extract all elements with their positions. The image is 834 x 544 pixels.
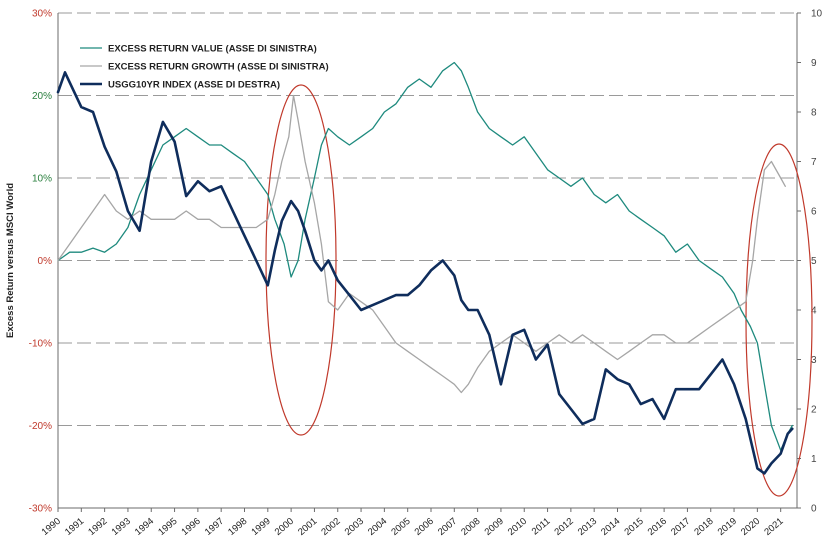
x-tick-label-24: 2014	[599, 516, 622, 538]
right-tick-label-1: 1	[811, 454, 817, 465]
x-tick-label-30: 2020	[739, 516, 762, 538]
series-lines	[56, 61, 794, 475]
x-tick-label-7: 1997	[203, 516, 226, 538]
legend-label-0: EXCESS RETURN VALUE (ASSE DI SINISTRA)	[108, 44, 317, 55]
series-line-1	[57, 94, 786, 394]
right-tick-label-6: 6	[811, 207, 817, 218]
x-tick-label-3: 1993	[110, 516, 133, 538]
x-tick-label-1: 1991	[63, 516, 86, 538]
x-tick-label-26: 2016	[646, 516, 669, 538]
x-tick-label-15: 2005	[389, 516, 412, 538]
legend: EXCESS RETURN VALUE (ASSE DI SINISTRA) EX…	[80, 44, 329, 91]
series-line-2	[56, 71, 794, 475]
right-tick-label-9: 9	[811, 58, 817, 69]
x-tick-label-9: 1999	[249, 516, 272, 538]
x-tick-label-4: 1994	[133, 516, 156, 538]
right-tick-label-2: 2	[811, 405, 817, 416]
x-tick-label-11: 2001	[296, 516, 319, 538]
right-tick-label-4: 4	[811, 306, 817, 317]
x-tick-label-0: 1990	[40, 516, 63, 538]
left-tick-label-0: 30%	[32, 9, 52, 20]
x-tick-label-2: 1992	[86, 516, 109, 538]
right-tick-label-5: 5	[811, 256, 817, 267]
x-tick-label-31: 2021	[762, 516, 785, 538]
highlight-ellipses	[265, 84, 813, 497]
x-tick-label-14: 2004	[366, 516, 389, 538]
legend-label-2: USGG10YR INDEX (ASSE DI DESTRA)	[108, 80, 280, 91]
legend-label-1: EXCESS RETURN GROWTH (ASSE DI SINISTRA)	[108, 62, 329, 73]
left-tick-label-3: 0%	[38, 256, 53, 267]
x-tick-label-12: 2002	[319, 516, 342, 538]
x-tick-label-8: 1998	[226, 516, 249, 538]
left-tick-label-6: -30%	[29, 504, 52, 515]
right-tick-label-10: 10	[811, 9, 823, 20]
x-tick-label-25: 2015	[622, 516, 645, 538]
right-tick-label-8: 8	[811, 108, 817, 119]
x-tick-label-20: 2010	[506, 516, 529, 538]
y-axis-label: Excess Return versus MSCI World	[5, 183, 16, 338]
x-tick-label-23: 2013	[576, 516, 599, 538]
left-tick-label-4: -10%	[29, 339, 52, 350]
x-tick-label-28: 2018	[692, 516, 715, 538]
x-tick-label-13: 2003	[343, 516, 366, 538]
x-tick-label-17: 2007	[436, 516, 459, 538]
highlight-ellipse-2020	[745, 143, 813, 497]
right-tick-label-3: 3	[811, 355, 817, 366]
right-tick-label-0: 0	[811, 504, 817, 515]
left-tick-label-5: -20%	[29, 421, 52, 432]
x-tick-label-29: 2019	[716, 516, 739, 538]
highlight-ellipse-2000	[265, 84, 337, 436]
x-tick-label-10: 2000	[273, 516, 296, 538]
x-tick-label-27: 2017	[669, 516, 692, 538]
x-tick-label-16: 2006	[413, 516, 436, 538]
left-tick-label-1: 20%	[32, 91, 52, 102]
left-tick-label-2: 10%	[32, 174, 52, 185]
x-tick-label-22: 2012	[553, 516, 576, 538]
x-tick-label-18: 2008	[459, 516, 482, 538]
series-line-0	[57, 61, 793, 451]
x-tick-label-6: 1996	[180, 516, 203, 538]
x-tick-label-5: 1995	[156, 516, 179, 538]
x-tick-label-19: 2009	[483, 516, 506, 538]
right-tick-label-7: 7	[811, 157, 817, 168]
x-tick-label-21: 2011	[530, 516, 553, 538]
